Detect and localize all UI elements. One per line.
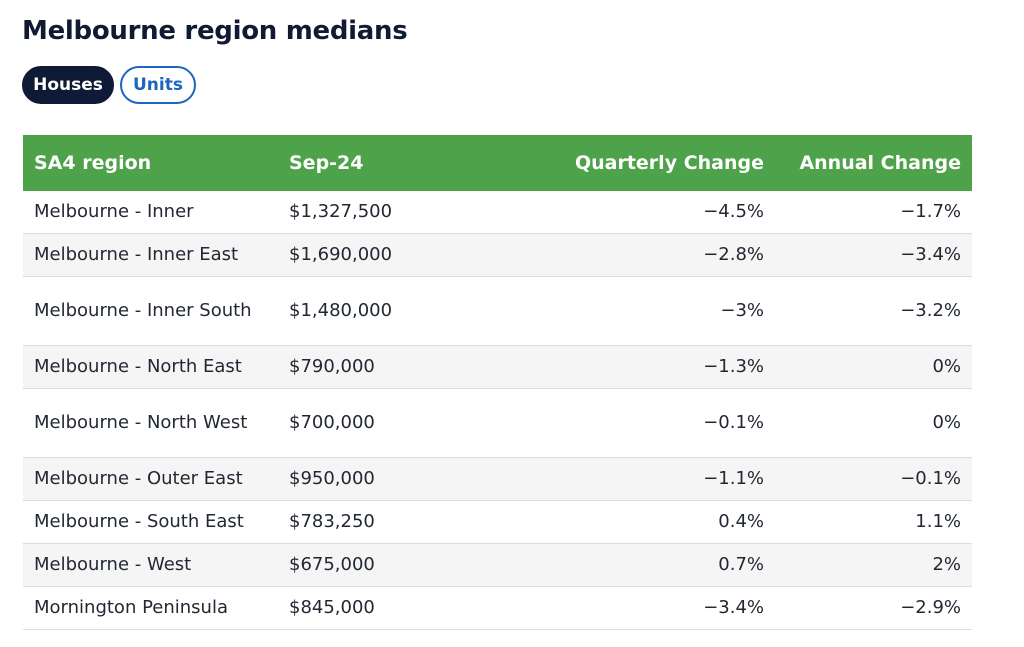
annual-change-cell: −3.2%	[775, 276, 972, 346]
table-row: Melbourne - Inner $1,327,500 −4.5% −1.7%	[23, 191, 972, 234]
quarterly-change-cell: −0.1%	[474, 388, 775, 458]
annual-change-cell: 1.1%	[775, 500, 972, 544]
annual-change-cell: 0%	[775, 345, 972, 389]
quarterly-change-cell: −3%	[474, 276, 775, 346]
median-price-cell: $1,480,000	[278, 276, 474, 346]
region-cell: Mornington Peninsula	[23, 586, 278, 630]
property-type-toggle: Houses Units	[22, 66, 196, 104]
median-price-cell: $700,000	[278, 388, 474, 458]
table-row: Melbourne - South East $783,250 0.4% 1.1…	[23, 500, 972, 544]
region-cell: Melbourne - North West	[23, 388, 278, 458]
region-cell: Melbourne - West	[23, 543, 278, 587]
column-header-annual-change: Annual Change	[799, 152, 961, 174]
quarterly-change-cell: −3.4%	[474, 586, 775, 630]
region-cell: Melbourne - Inner East	[23, 233, 278, 277]
region-cell: Melbourne - Inner South	[23, 276, 278, 346]
median-price-cell: $845,000	[278, 586, 474, 630]
region-cell: Melbourne - North East	[23, 345, 278, 389]
table-row: Melbourne - Inner East $1,690,000 −2.8% …	[23, 233, 972, 277]
quarterly-change-cell: −1.3%	[474, 345, 775, 389]
quarterly-change-cell: −1.1%	[474, 457, 775, 501]
column-header-sep-24: Sep-24	[289, 152, 364, 174]
quarterly-change-cell: −2.8%	[474, 233, 775, 277]
table-row: Melbourne - North West $700,000 −0.1% 0%	[23, 388, 972, 458]
houses-tab-button[interactable]: Houses	[22, 66, 114, 104]
annual-change-cell: 0%	[775, 388, 972, 458]
medians-table: SA4 region Sep-24 Quarterly Change Annua…	[23, 135, 972, 630]
annual-change-cell: −3.4%	[775, 233, 972, 277]
page-title: Melbourne region medians	[22, 16, 408, 46]
table-header-row: SA4 region Sep-24 Quarterly Change Annua…	[23, 135, 972, 191]
region-cell: Melbourne - South East	[23, 500, 278, 544]
region-cell: Melbourne - Inner	[23, 191, 278, 234]
table-row: Melbourne - Inner South $1,480,000 −3% −…	[23, 276, 972, 346]
median-price-cell: $1,327,500	[278, 191, 474, 234]
column-header-quarterly-change: Quarterly Change	[574, 152, 764, 174]
table-row: Melbourne - North East $790,000 −1.3% 0%	[23, 345, 972, 389]
annual-change-cell: −1.7%	[775, 191, 972, 234]
units-tab-button[interactable]: Units	[120, 66, 196, 104]
annual-change-cell: −0.1%	[775, 457, 972, 501]
region-cell: Melbourne - Outer East	[23, 457, 278, 501]
median-price-cell: $675,000	[278, 543, 474, 587]
column-header-region: SA4 region	[34, 152, 152, 174]
median-price-cell: $950,000	[278, 457, 474, 501]
annual-change-cell: 2%	[775, 543, 972, 587]
table-row: Melbourne - Outer East $950,000 −1.1% −0…	[23, 457, 972, 501]
quarterly-change-cell: 0.7%	[474, 543, 775, 587]
quarterly-change-cell: 0.4%	[474, 500, 775, 544]
table-row: Mornington Peninsula $845,000 −3.4% −2.9…	[23, 586, 972, 630]
median-price-cell: $790,000	[278, 345, 474, 389]
median-price-cell: $783,250	[278, 500, 474, 544]
annual-change-cell: −2.9%	[775, 586, 972, 630]
quarterly-change-cell: −4.5%	[474, 191, 775, 234]
table-row: Melbourne - West $675,000 0.7% 2%	[23, 543, 972, 587]
median-price-cell: $1,690,000	[278, 233, 474, 277]
